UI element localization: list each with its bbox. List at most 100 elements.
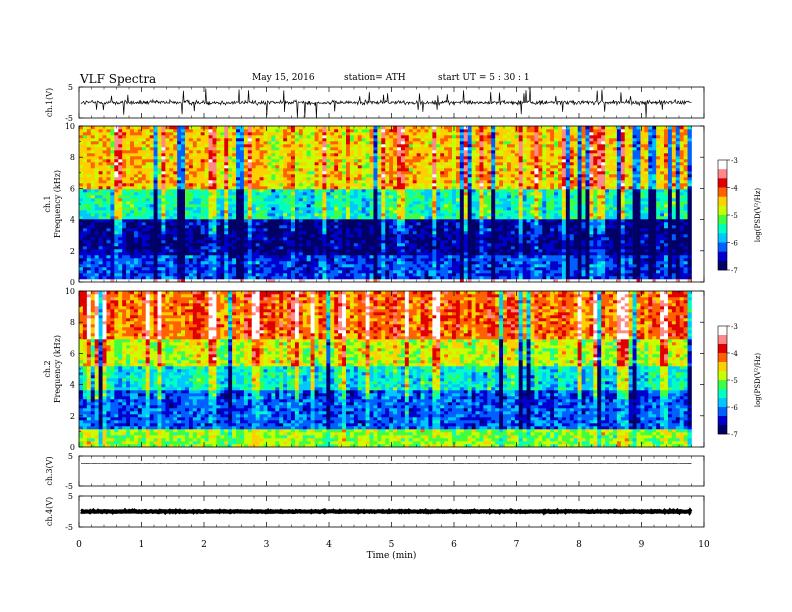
- heatmap-cell: [224, 171, 229, 175]
- heatmap-cell: [90, 213, 96, 217]
- heatmap-cell: [161, 159, 166, 163]
- heatmap-cell: [220, 225, 225, 229]
- heatmap-cell: [228, 195, 233, 199]
- heatmap-cell: [200, 159, 205, 163]
- heatmap-cell: [283, 195, 288, 199]
- heatmap-cell: [263, 243, 268, 247]
- heatmap-cell: [330, 219, 335, 223]
- heatmap-cell: [130, 273, 135, 277]
- heatmap-cell: [181, 195, 186, 199]
- heatmap-cell: [192, 225, 198, 229]
- heatmap-cell: [353, 219, 359, 223]
- heatmap-cell: [357, 255, 362, 259]
- heatmap-cell: [404, 240, 410, 244]
- heatmap-cell: [452, 174, 457, 178]
- heatmap-cell: [208, 174, 213, 178]
- heatmap-cell: [196, 162, 202, 166]
- heatmap-cell: [204, 201, 209, 205]
- heatmap-cell: [204, 141, 209, 145]
- heatmap-cell: [232, 219, 237, 223]
- heatmap-cell: [397, 144, 402, 148]
- heatmap-cell: [397, 156, 402, 160]
- heatmap-cell: [365, 162, 370, 166]
- heatmap-cell: [310, 144, 315, 148]
- heatmap-cell: [416, 207, 421, 211]
- heatmap-cell: [220, 231, 225, 235]
- heatmap-cell: [157, 156, 162, 160]
- heatmap-cell: [334, 240, 339, 244]
- heatmap-cell: [287, 135, 292, 139]
- heatmap-cell: [408, 240, 414, 244]
- heatmap-cell: [310, 210, 315, 214]
- heatmap-cell: [122, 216, 127, 220]
- heatmap-cell: [216, 207, 221, 211]
- heatmap-cell: [397, 129, 402, 133]
- heatmap-cell: [118, 126, 123, 130]
- heatmap-cell: [416, 204, 421, 208]
- heatmap-cell: [86, 258, 92, 262]
- heatmap-cell: [98, 147, 103, 151]
- heatmap-cell: [400, 186, 406, 190]
- heatmap-cell: [385, 243, 390, 247]
- heatmap-cell: [247, 249, 253, 253]
- heatmap-cell: [408, 237, 414, 241]
- heatmap-cell: [259, 183, 264, 187]
- heatmap-cell: [424, 159, 429, 163]
- heatmap-cell: [145, 156, 150, 160]
- heatmap-cell: [149, 213, 154, 217]
- heatmap-cell: [161, 207, 166, 211]
- heatmap-cell: [440, 240, 445, 244]
- heatmap-cell: [318, 180, 323, 184]
- heatmap-cell: [365, 165, 370, 169]
- heatmap-cell: [188, 198, 194, 202]
- heatmap-cell: [216, 129, 221, 133]
- heatmap-cell: [452, 207, 457, 211]
- heatmap-cell: [428, 270, 433, 274]
- heatmap-cell: [118, 234, 123, 238]
- heatmap-cell: [400, 153, 406, 157]
- heatmap-cell: [114, 246, 119, 250]
- heatmap-cell: [110, 159, 115, 163]
- heatmap-cell: [90, 210, 96, 214]
- heatmap-cell: [416, 186, 421, 190]
- heatmap-cell: [90, 144, 96, 148]
- heatmap-cell: [126, 204, 131, 208]
- heatmap-cell: [322, 234, 327, 238]
- heatmap-cell: [389, 186, 394, 190]
- heatmap-cell: [310, 216, 315, 220]
- heatmap-cell: [448, 174, 453, 178]
- heatmap-cell: [330, 240, 335, 244]
- heatmap-cell: [314, 141, 319, 145]
- heatmap-cell: [275, 135, 280, 139]
- heatmap-cell: [338, 276, 343, 280]
- heatmap-cell: [291, 126, 296, 130]
- heatmap-cell: [334, 225, 339, 229]
- heatmap-cell: [220, 243, 225, 247]
- heatmap-cell: [345, 144, 351, 148]
- heatmap-cell: [200, 237, 205, 241]
- heatmap-cell: [373, 255, 378, 259]
- heatmap-cell: [232, 240, 237, 244]
- heatmap-cell: [137, 195, 143, 199]
- heatmap-cell: [192, 210, 198, 214]
- heatmap-cell: [294, 129, 300, 133]
- heatmap-cell: [232, 168, 237, 172]
- heatmap-cell: [338, 228, 343, 232]
- heatmap-cell: [212, 156, 217, 160]
- heatmap-cell: [404, 177, 410, 181]
- heatmap-cell: [361, 204, 366, 208]
- heatmap-cell: [420, 204, 425, 208]
- heatmap-cell: [377, 231, 382, 235]
- heatmap-cell: [114, 165, 119, 169]
- heatmap-cell: [412, 225, 417, 229]
- heatmap-cell: [126, 255, 131, 259]
- heatmap-cell: [114, 267, 119, 271]
- heatmap-cell: [338, 207, 343, 211]
- heatmap-cell: [204, 156, 209, 160]
- heatmap-cell: [263, 261, 268, 265]
- heatmap-cell: [389, 237, 394, 241]
- heatmap-cell: [251, 207, 256, 211]
- heatmap-cell: [133, 204, 139, 208]
- heatmap-cell: [436, 219, 441, 223]
- heatmap-cell: [141, 267, 147, 271]
